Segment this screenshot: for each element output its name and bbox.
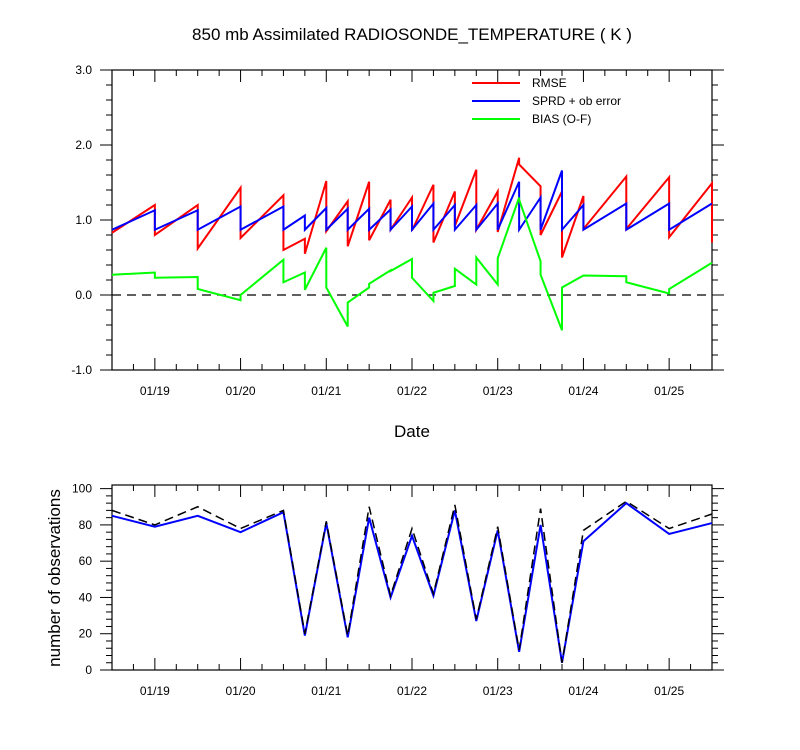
x-tick-label: 01/22 [397,684,427,698]
series-observations-used-line [111,501,713,663]
bottom-tick-labels: 01/19 01/20 01/21 01/22 01/23 01/24 01/25 0 20 40… [72,482,685,698]
chart-title: 850 mb Assimilated RADIOSONDE_TEMPERATUR… [192,25,632,44]
x-tick-label: 01/23 [483,384,513,398]
series-sprd-ob-error-line [111,170,713,234]
x-tick-label: 01/20 [226,384,256,398]
y-axis-label-observations: number of observations [45,489,64,667]
legend-sprd-label: SPRD + ob error [532,94,621,108]
x-tick-label: 01/24 [568,384,598,398]
y-tick-label: 0.0 [75,288,92,302]
y-tick-label: 60 [79,554,93,568]
y-tick-label: -1.0 [71,363,92,377]
y-tick-label: 100 [72,482,92,496]
y-tick-label: 1.0 [75,213,92,227]
x-tick-label: 01/19 [140,384,170,398]
x-tick-label: 01/25 [654,384,684,398]
x-tick-label: 01/24 [568,684,598,698]
x-tick-label: 01/22 [397,384,427,398]
top-series-group [111,157,713,331]
x-tick-label: 01/21 [311,684,341,698]
x-tick-label: 01/25 [654,684,684,698]
bottom-axis-ticks [100,485,724,671]
legend: RMSE SPRD + ob error BIAS (O-F) [472,76,621,126]
series-bias-o-f-line [111,197,713,331]
y-tick-label: 20 [79,627,93,641]
series-observations-possible-line [111,500,713,663]
top-axis-ticks [100,69,724,371]
top-tick-labels: 01/19 01/20 01/21 01/22 01/23 01/24 01/25 -1.0 0… [71,63,684,398]
y-tick-label: 3.0 [75,63,92,77]
series-rmse-line [111,157,713,258]
x-tick-label: 01/21 [311,384,341,398]
bottom-series-group [111,500,713,663]
y-tick-label: 2.0 [75,138,92,152]
bottom-plot-frame [111,484,713,671]
y-tick-label: 80 [79,518,93,532]
y-tick-label: 40 [79,590,93,604]
y-tick-label: 0 [85,663,92,677]
legend-rmse-label: RMSE [532,76,567,90]
x-axis-label: Date [394,422,430,441]
x-tick-label: 01/20 [226,684,256,698]
x-tick-label: 01/23 [483,684,513,698]
legend-bias-label: BIAS (O-F) [532,112,591,126]
x-tick-label: 01/19 [140,684,170,698]
